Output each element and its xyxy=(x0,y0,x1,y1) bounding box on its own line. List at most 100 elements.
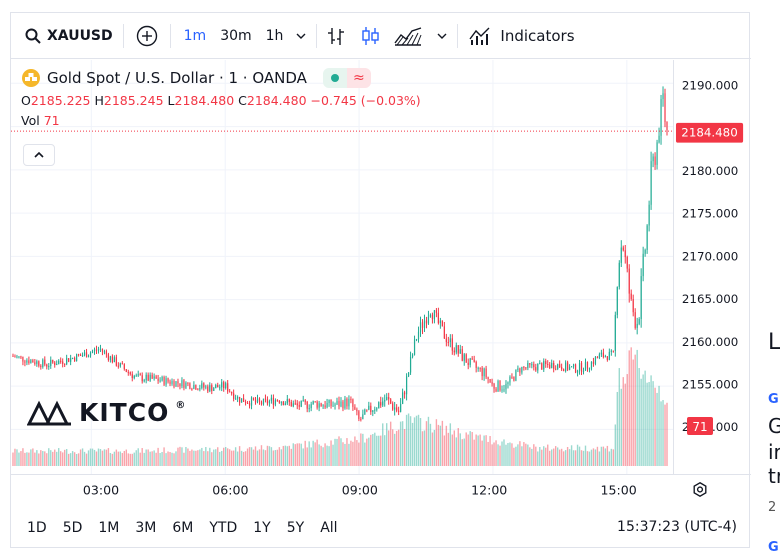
volume-bar xyxy=(336,438,338,466)
volume-bar xyxy=(22,448,24,466)
volume-bar xyxy=(393,433,396,466)
volume-bar xyxy=(284,445,287,466)
candle xyxy=(433,310,436,320)
candle xyxy=(248,403,251,406)
candle xyxy=(22,356,24,362)
clock[interactable]: 15:37:23 (UTC-4) xyxy=(617,519,737,535)
candle xyxy=(304,400,306,402)
range-button-3m[interactable]: 3M xyxy=(135,520,157,536)
volume-bar xyxy=(276,449,279,466)
interval-1h[interactable]: 1h xyxy=(265,27,284,44)
bars-chart-type-icon[interactable] xyxy=(325,25,347,47)
range-button-5y[interactable]: 5Y xyxy=(286,520,305,536)
volume-bar xyxy=(616,391,619,466)
compare-symbol-button[interactable] xyxy=(124,13,170,59)
volume-bar xyxy=(580,450,583,466)
candle xyxy=(117,365,119,367)
candle xyxy=(163,377,165,385)
volume-bar xyxy=(533,444,535,466)
side-fragment[interactable]: ir xyxy=(768,440,780,464)
candle xyxy=(608,351,610,360)
chevron-up-icon xyxy=(34,151,44,158)
chevron-down-icon[interactable] xyxy=(435,31,449,41)
candle xyxy=(565,362,567,372)
volume-bar xyxy=(133,452,135,466)
range-button-1d[interactable]: 1D xyxy=(27,520,47,536)
candle xyxy=(582,370,585,372)
side-fragment[interactable]: tr xyxy=(768,464,780,488)
volume-bar xyxy=(67,453,70,466)
interval-1m[interactable]: 1m xyxy=(183,27,207,44)
candle xyxy=(54,362,56,366)
volume-legend: Vol 71 xyxy=(21,113,421,128)
candle xyxy=(153,376,155,379)
candle xyxy=(380,402,382,406)
volume-bar xyxy=(308,441,310,466)
candle xyxy=(83,352,86,356)
time-axis[interactable]: 03:00 06:00 09:00 12:00 15:00 xyxy=(11,474,751,504)
chevron-down-icon[interactable] xyxy=(294,31,308,41)
candle xyxy=(572,364,575,367)
volume-bar xyxy=(234,447,237,466)
candle xyxy=(161,377,163,381)
side-article-fragments: L G G ir tr 2 G xyxy=(762,0,780,552)
volume-bar xyxy=(149,451,151,466)
volume-bar xyxy=(119,451,122,466)
range-button-1y[interactable]: 1Y xyxy=(253,520,271,536)
side-fragment[interactable]: G xyxy=(768,540,779,552)
candle xyxy=(409,356,412,373)
range-button-5d[interactable]: 5D xyxy=(62,520,83,536)
price-chart-pane[interactable] xyxy=(11,60,673,474)
candle xyxy=(666,121,668,131)
volume-bar xyxy=(473,439,475,466)
range-button-all[interactable]: All xyxy=(320,520,338,536)
side-fragment[interactable]: G xyxy=(768,392,779,407)
volume-bar xyxy=(509,442,511,466)
candle xyxy=(614,314,616,351)
volume-bar xyxy=(545,447,547,466)
volume-bar xyxy=(479,434,481,466)
symbol-search-button[interactable]: XAUUSD xyxy=(11,13,123,59)
candle xyxy=(95,349,98,351)
candle xyxy=(60,360,62,362)
area-chart-type-icon[interactable] xyxy=(393,25,423,47)
volume-bar xyxy=(640,378,642,466)
volume-bar xyxy=(20,451,22,466)
candle xyxy=(461,349,463,361)
candle xyxy=(246,402,249,404)
indicators-button[interactable]: Indicators xyxy=(458,13,584,59)
side-fragment[interactable]: G xyxy=(768,414,780,438)
candle xyxy=(491,382,493,384)
candle xyxy=(16,356,18,358)
candle xyxy=(368,405,370,410)
volume-bar xyxy=(511,443,513,466)
kitco-logo-icon xyxy=(27,400,71,425)
volume-bar xyxy=(558,449,561,466)
range-button-1m[interactable]: 1M xyxy=(98,520,120,536)
candle xyxy=(227,383,229,392)
candle xyxy=(328,399,330,403)
range-button-ytd[interactable]: YTD xyxy=(209,520,238,536)
volume-bar xyxy=(469,431,471,466)
low-label: L xyxy=(167,93,175,108)
candle xyxy=(318,403,320,408)
candle xyxy=(139,374,141,376)
candle xyxy=(145,374,147,381)
collapse-legend-button[interactable] xyxy=(23,144,55,166)
price-scale[interactable]: 2190.0002185.0002180.0002175.0002170.000… xyxy=(673,60,751,474)
candle xyxy=(479,367,481,369)
volume-bar xyxy=(230,450,233,466)
candles-chart-type-icon[interactable] xyxy=(359,25,381,47)
candle xyxy=(213,388,215,392)
range-button-6m[interactable]: 6M xyxy=(172,520,194,536)
candle xyxy=(97,349,100,351)
volume-bar xyxy=(77,453,80,466)
volume-bar xyxy=(30,449,32,466)
candle xyxy=(539,363,541,365)
change-value: −0.745 (−0.03%) xyxy=(310,93,421,108)
divider xyxy=(122,23,124,48)
volume-bar xyxy=(467,434,469,466)
candle xyxy=(171,381,173,384)
interval-30m[interactable]: 30m xyxy=(220,27,252,44)
candle xyxy=(121,363,123,365)
